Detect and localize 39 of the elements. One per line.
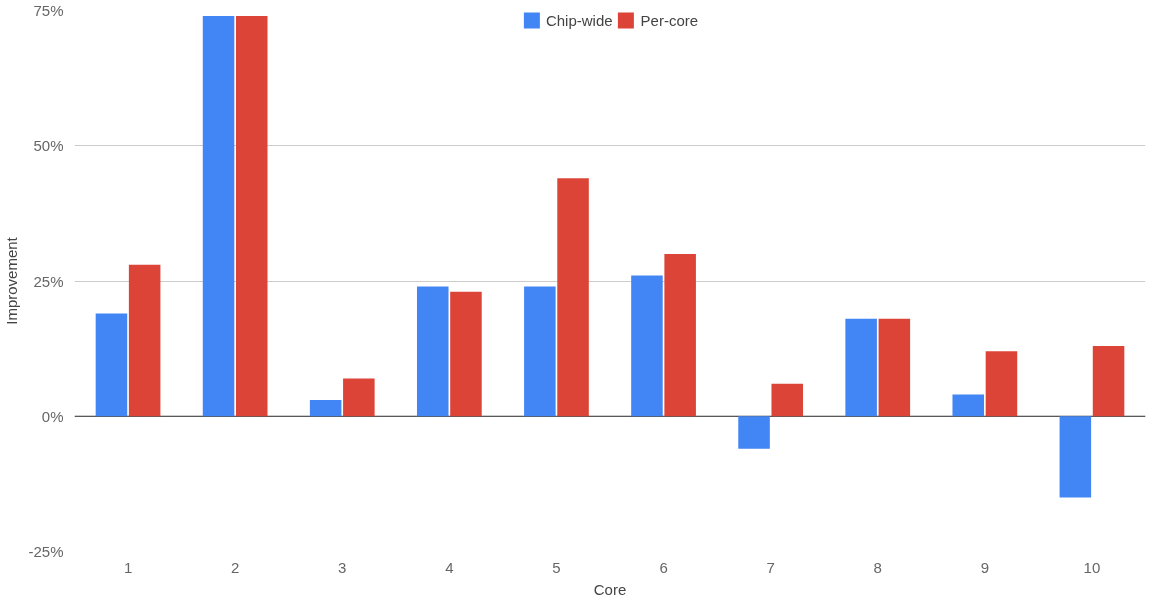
x-tick-label: 8 [873,558,882,576]
x-tick-label: 7 [766,558,775,576]
bar [557,178,589,417]
bar [664,253,696,417]
bar [128,264,161,417]
y-tick-label: 75% [33,2,64,19]
x-tick-label: 3 [338,558,347,576]
bar [1059,416,1092,498]
bar [878,318,911,417]
legend-label: Per-core [640,11,699,29]
bar [309,400,342,417]
y-tick-label: -25% [28,543,64,560]
y-tick-label: 50% [33,137,64,155]
bar [524,286,556,417]
bar [631,275,663,417]
bar [771,383,804,417]
bar [95,313,128,417]
x-tick-label: 6 [659,558,668,576]
x-tick-label: 2 [230,558,240,576]
y-tick-label: 0% [41,407,64,425]
bar [235,15,268,417]
bar [738,416,770,449]
bar [845,318,877,417]
x-tick-label: 5 [552,558,561,576]
x-tick-label: 4 [445,558,454,576]
bar [450,291,482,417]
x-axis-title: Core [593,580,627,598]
legend-label: Chip-wide [545,11,613,29]
bar [202,15,235,417]
bar [952,394,985,417]
y-tick-label: 25% [33,272,64,290]
bar [416,286,449,417]
bar [985,351,1018,417]
x-tick-label: 9 [980,558,990,576]
x-tick-label: 10 [1083,558,1101,576]
y-axis-title: Improvement [3,236,21,325]
bar [343,378,375,417]
x-tick-label: 1 [123,558,133,576]
bar [1092,345,1125,417]
